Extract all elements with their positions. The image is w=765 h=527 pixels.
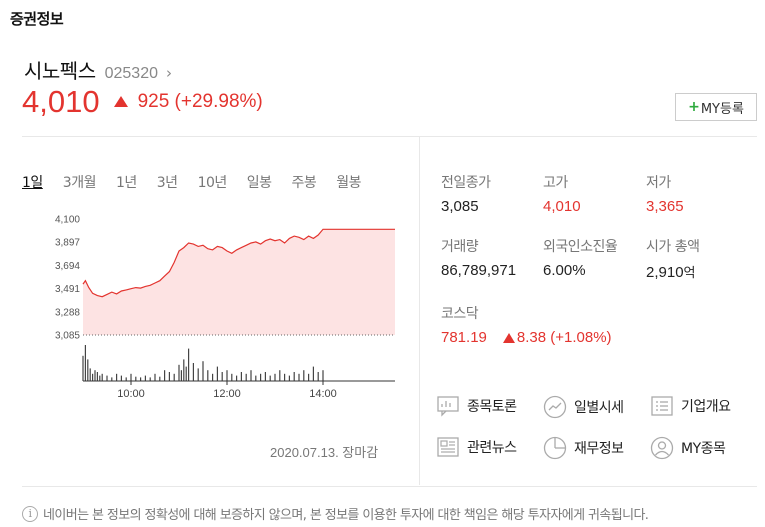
link-company-overview[interactable]: 기업개요 bbox=[650, 395, 731, 417]
market-cap-value: 2,910 bbox=[646, 264, 684, 281]
divider-vertical bbox=[419, 137, 420, 485]
y-tick-label: 3,897 bbox=[55, 238, 80, 249]
info-icon: i bbox=[22, 505, 38, 522]
kosdaq-change: 8.38 (+1.08%) bbox=[516, 329, 612, 346]
period-tabs: 1일 3개월 1년 3년 10년 일봉 주봉 월봉 bbox=[22, 172, 381, 192]
divider-bottom bbox=[22, 486, 757, 487]
tab-3months[interactable]: 3개월 bbox=[62, 175, 97, 191]
section-title: 증권정보 bbox=[10, 10, 64, 28]
price-area bbox=[83, 229, 395, 335]
link-label: 일별시세 bbox=[574, 400, 624, 416]
stock-code[interactable]: 025320 bbox=[104, 65, 158, 82]
market-cap-unit: 억 bbox=[683, 265, 696, 280]
plus-icon: + bbox=[688, 99, 700, 115]
price-change: 925 (+29.98%) bbox=[137, 91, 263, 112]
info-foreign-ratio: 외국인소진율 6.00% bbox=[543, 236, 618, 279]
link-label: 종목토론 bbox=[467, 399, 517, 415]
tab-3years[interactable]: 3년 bbox=[156, 175, 178, 191]
y-tick-label: 3,288 bbox=[55, 307, 80, 318]
y-tick-label: 3,694 bbox=[55, 261, 80, 272]
stock-name-row[interactable]: 시노펙스 025320 › bbox=[24, 55, 172, 84]
info-value: 4,010 bbox=[543, 198, 581, 215]
info-high: 고가 4,010 bbox=[543, 172, 581, 215]
stock-name[interactable]: 시노펙스 bbox=[24, 59, 96, 83]
info-label: 고가 bbox=[543, 175, 568, 191]
news-icon bbox=[437, 437, 459, 457]
link-label: 재무정보 bbox=[574, 441, 624, 457]
user-icon bbox=[650, 436, 674, 460]
trend-icon bbox=[543, 395, 567, 419]
kosdaq-value: 781.19 bbox=[441, 329, 487, 346]
up-arrow-icon bbox=[502, 332, 515, 343]
chevron-right-icon[interactable]: › bbox=[166, 64, 172, 82]
y-tick-label: 3,085 bbox=[55, 331, 80, 342]
tab-weekly-candle[interactable]: 주봉 bbox=[291, 175, 317, 191]
disclaimer: i 네이버는 본 정보의 정확성에 대해 보증하지 않으며, 본 정보를 이용한… bbox=[22, 504, 649, 523]
tab-daily-candle[interactable]: 일봉 bbox=[246, 175, 272, 191]
tab-10years[interactable]: 10년 bbox=[197, 175, 228, 191]
my-register-button[interactable]: + MY등록 bbox=[675, 93, 757, 121]
tab-monthly-candle[interactable]: 월봉 bbox=[336, 175, 362, 191]
info-prev-close: 전일종가 3,085 bbox=[441, 172, 491, 215]
tab-1year[interactable]: 1년 bbox=[115, 175, 137, 191]
info-market-cap: 시가 총액 2,910억 bbox=[646, 236, 700, 281]
info-value: 3,365 bbox=[646, 198, 684, 215]
link-daily-price[interactable]: 일별시세 bbox=[543, 395, 624, 419]
document-list-icon bbox=[651, 396, 673, 416]
timestamp: 2020.07.13. 장마감 bbox=[270, 445, 379, 460]
price-row: 4,010 925 (+29.98%) bbox=[22, 84, 263, 120]
info-value: 6.00% bbox=[543, 262, 586, 279]
info-label: 거래량 bbox=[441, 239, 479, 255]
tab-1day[interactable]: 1일 bbox=[22, 175, 43, 191]
disclaimer-text: 네이버는 본 정보의 정확성에 대해 보증하지 않으며, 본 정보를 이용한 투… bbox=[43, 508, 649, 523]
link-financials[interactable]: 재무정보 bbox=[543, 436, 624, 460]
info-label: 코스닥 bbox=[441, 306, 479, 322]
discussion-icon bbox=[437, 396, 459, 417]
link-label: MY종목 bbox=[681, 441, 726, 457]
x-tick-label: 14:00 bbox=[309, 388, 337, 400]
x-tick-label: 12:00 bbox=[213, 388, 241, 400]
price-line bbox=[82, 228, 395, 298]
y-tick-label: 4,100 bbox=[55, 215, 80, 226]
info-label: 저가 bbox=[646, 175, 671, 191]
my-register-label: MY등록 bbox=[700, 101, 744, 117]
kosdaq-row: 781.19 8.38 (+1.08%) bbox=[441, 329, 612, 346]
info-value: 3,085 bbox=[441, 198, 479, 215]
pie-chart-icon bbox=[543, 436, 567, 460]
info-low: 저가 3,365 bbox=[646, 172, 684, 215]
link-discussion[interactable]: 종목토론 bbox=[436, 395, 517, 417]
info-volume: 거래량 86,789,971 bbox=[441, 236, 516, 279]
divider-top bbox=[22, 136, 757, 137]
current-price: 4,010 bbox=[22, 84, 100, 119]
y-tick-label: 3,491 bbox=[55, 284, 80, 295]
link-news[interactable]: 관련뉴스 bbox=[436, 436, 517, 458]
up-arrow-icon bbox=[113, 95, 128, 107]
info-label: 외국인소진율 bbox=[543, 239, 618, 255]
info-value: 86,789,971 bbox=[441, 262, 517, 279]
link-my-stocks[interactable]: MY종목 bbox=[650, 436, 726, 460]
price-chart: 4,100 3,897 3,694 3,491 3,288 3,085 10:00 12:00… bbox=[55, 215, 395, 400]
x-tick-label: 10:00 bbox=[117, 388, 145, 400]
info-label: 시가 총액 bbox=[646, 239, 700, 255]
link-label: 기업개요 bbox=[681, 399, 731, 415]
info-value: 2,910억 bbox=[646, 262, 699, 281]
link-label: 관련뉴스 bbox=[467, 440, 517, 456]
info-kosdaq: 코스닥 781.19 8.38 (+1.08%) bbox=[441, 303, 612, 346]
info-label: 전일종가 bbox=[441, 175, 491, 191]
